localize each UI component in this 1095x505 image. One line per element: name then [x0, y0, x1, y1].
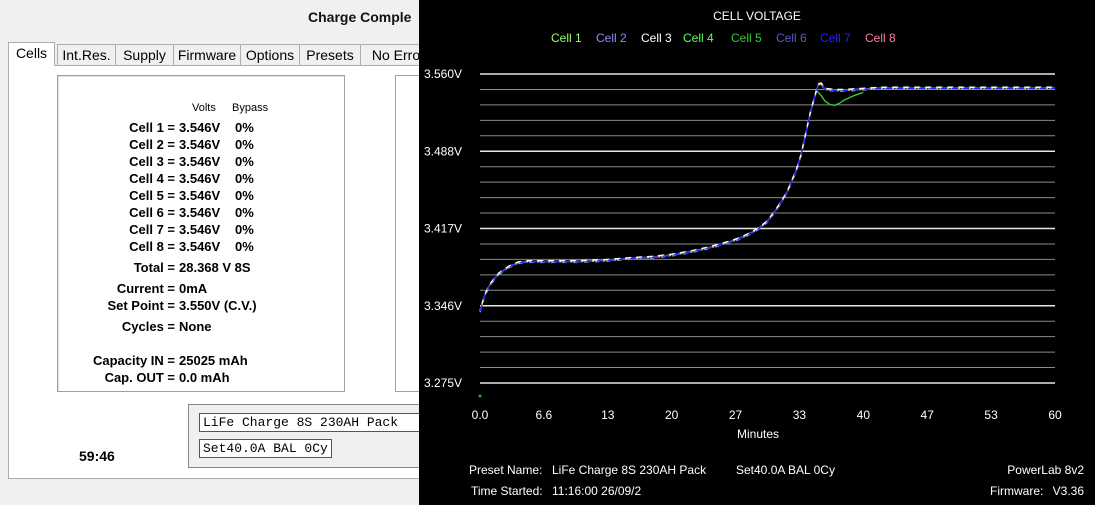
legend-entry: Cell 5 [731, 31, 762, 45]
preset-name-field: LiFe Charge 8S 230AH Pack [199, 413, 429, 432]
y-tick-label: 3.346V [424, 299, 462, 313]
legend-entry: Cell 8 [865, 31, 896, 45]
cell-bypass: 0% [235, 188, 254, 203]
footer-firmware-value: V3.36 [1052, 484, 1084, 498]
footer-device: PowerLab 8v2 [1007, 463, 1084, 477]
x-tick-label: 0.0 [472, 408, 489, 422]
legend-entry: Cell 6 [776, 31, 807, 45]
x-tick-label: 13 [601, 408, 615, 422]
x-tick-label: 53 [984, 408, 998, 422]
volts-header: Volts [192, 102, 216, 114]
footer-preset-value: LiFe Charge 8S 230AH Pack [552, 463, 707, 477]
series-line-cell-8 [479, 83, 1055, 312]
preset-setting-field: Set40.0A BAL 0Cy [199, 439, 332, 458]
x-axis-label: Minutes [737, 427, 779, 441]
x-tick-label: 33 [793, 408, 807, 422]
x-axis-origin-mark [478, 394, 482, 398]
legend-entry: Cell 3 [641, 31, 672, 45]
cell-label: Cell 2 = [129, 137, 175, 152]
total-label: Total = [133, 260, 175, 275]
cell-volts: 3.546V [179, 171, 221, 186]
x-tick-label: 27 [729, 408, 743, 422]
series-line-cell-7 [479, 83, 1055, 312]
cell-label: Cell 3 = [129, 154, 175, 169]
footer-preset-label: Preset Name: [469, 463, 543, 477]
tab-supply[interactable]: Supply [115, 44, 174, 65]
y-tick-label: 3.488V [424, 144, 462, 158]
footer-time-label: Time Started: [471, 484, 543, 498]
series-line-cell-4 [479, 82, 1055, 311]
cell-label: Cell 6 = [129, 205, 175, 220]
total-value: 28.368 V 8S [179, 260, 251, 275]
x-tick-label: 40 [857, 408, 871, 422]
current-label: Current = [116, 281, 175, 296]
x-tick-label: 60 [1048, 408, 1062, 422]
cell-bypass: 0% [235, 239, 254, 254]
capacity-out-label: Cap. OUT = [104, 370, 175, 385]
setpoint-label: Set Point = [107, 298, 175, 313]
tab-no-errors[interactable]: No Erro [360, 44, 432, 65]
legend-entry: Cell 4 [683, 31, 714, 45]
cell-volts: 3.546V [179, 205, 221, 220]
tab-cells[interactable]: Cells [8, 42, 55, 66]
cells-box [57, 75, 345, 392]
footer-time-value: 11:16:00 26/09/2 [552, 484, 642, 498]
x-tick-label: 6.6 [536, 408, 553, 422]
series-line-cell-2 [479, 83, 1055, 313]
cell-volts: 3.546V [179, 120, 221, 135]
cell-label: Cell 5 = [129, 188, 175, 203]
bypass-header: Bypass [232, 102, 269, 114]
cell-bypass: 0% [235, 154, 254, 169]
cell-label: Cell 8 = [129, 239, 175, 254]
series-line-cell-5 [816, 90, 864, 107]
cell-bypass: 0% [235, 120, 254, 135]
cell-label: Cell 4 = [129, 171, 175, 186]
cell-volts: 3.546V [179, 188, 221, 203]
legend-entry: Cell 1 [551, 31, 582, 45]
x-tick-label: 20 [665, 408, 679, 422]
series-line-cell-5 [479, 83, 1055, 313]
series-line-cell-3 [479, 82, 1055, 311]
setpoint-value: 3.550V (C.V.) [179, 298, 257, 313]
tab-firmware[interactable]: Firmware [173, 44, 241, 65]
capacity-out-value: 0.0 mAh [179, 370, 230, 385]
left-window: Charge Comple Cells Int.Res. Supply Firm… [0, 0, 437, 505]
footer-firmware-label: Firmware: [990, 484, 1044, 498]
tab-options[interactable]: Options [240, 44, 300, 65]
y-tick-label: 3.560V [424, 67, 462, 81]
legend-entry: Cell 2 [596, 31, 627, 45]
cell-voltage-chart: CELL VOLTAGE Cell 1 Cell 2 Cell 3 Cell 4 Cell… [424, 9, 1062, 441]
chart-title: CELL VOLTAGE [713, 9, 801, 23]
footer-preset-extra: Set40.0A BAL 0Cy [736, 463, 835, 477]
capacity-in-label: Capacity IN = [92, 353, 175, 368]
x-tick-label: 47 [921, 408, 935, 422]
cell-bypass: 0% [235, 137, 254, 152]
capacity-in-value: 25025 mAh [179, 353, 248, 368]
cell-volts: 3.546V [179, 154, 221, 169]
chart-window: CELL VOLTAGE Cell 1 Cell 2 Cell 3 Cell 4 Cell… [419, 0, 1095, 505]
cell-volts: 3.546V [179, 137, 221, 152]
cell-label: Cell 7 = [129, 222, 175, 237]
cell-bypass: 0% [235, 222, 254, 237]
cycles-value: None [179, 319, 212, 334]
cell-volts: 3.546V [179, 222, 221, 237]
cell-bypass: 0% [235, 205, 254, 220]
cell-label: Cell 1 = [129, 120, 175, 135]
cell-bypass: 0% [235, 171, 254, 186]
tab-presets[interactable]: Presets [299, 44, 361, 65]
legend-entry: Cell 7 [820, 31, 851, 45]
current-value: 0mA [179, 281, 208, 296]
cell-volts: 3.546V [179, 239, 221, 254]
cycles-label: Cycles = [121, 319, 175, 334]
y-tick-label: 3.275V [424, 376, 462, 390]
tab-int-res[interactable]: Int.Res. [57, 44, 116, 65]
elapsed-timer: 59:46 [79, 448, 115, 464]
y-tick-label: 3.417V [424, 222, 462, 236]
status-title: Charge Comple [308, 9, 412, 25]
